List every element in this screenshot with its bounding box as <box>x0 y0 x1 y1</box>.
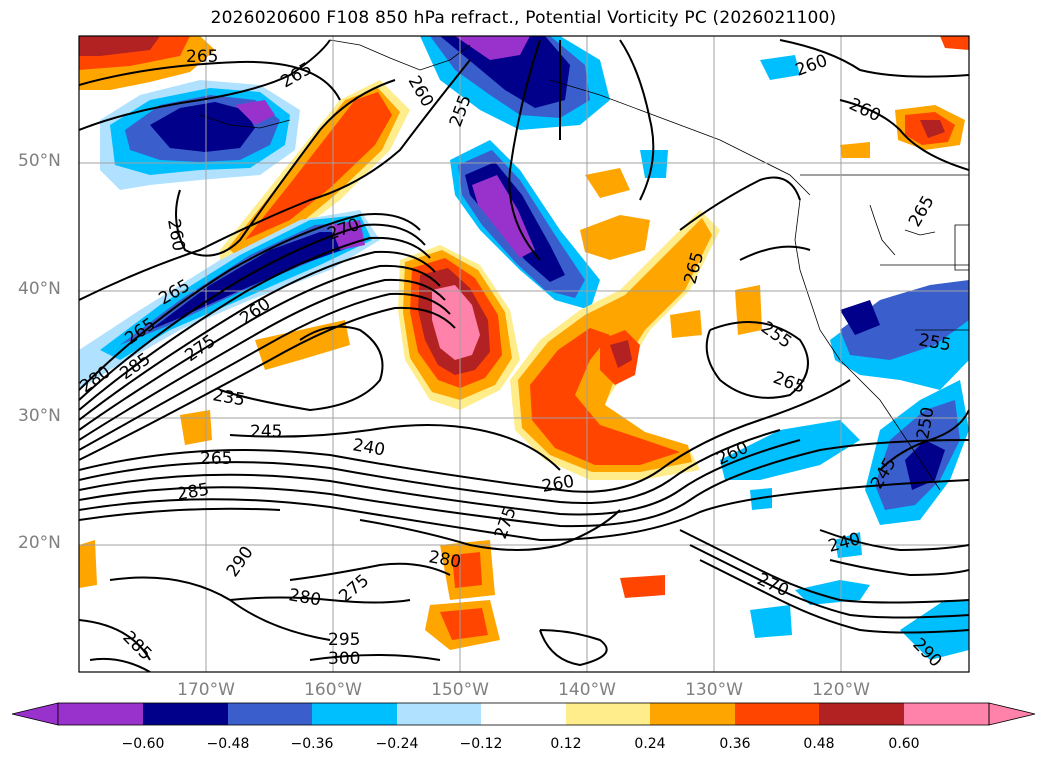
colorbar-tick-label: 0.36 <box>719 736 751 752</box>
map-title: 2026020600 F108 850 hPa refract., Potent… <box>210 8 837 28</box>
lon-label: 120°W <box>812 680 870 700</box>
colorbar-tick-label: 0.60 <box>888 736 920 752</box>
map-plot-area: 265 265 260 255 260 260 260 265 260 265 … <box>79 36 969 672</box>
colorbar-segment <box>566 703 650 725</box>
contour-label: 295 <box>328 630 360 650</box>
contour-label: 265 <box>186 47 218 67</box>
colorbar-tick-label: 0.24 <box>634 736 666 752</box>
lon-label: 130°W <box>685 680 743 700</box>
colorbar-segment <box>650 703 735 725</box>
colorbar-tick-label: 0.48 <box>803 736 835 752</box>
colorbar-segment <box>397 703 481 725</box>
contour-label: 300 <box>328 649 360 669</box>
lon-label: 150°W <box>431 680 489 700</box>
colorbar-tick-label: −0.24 <box>375 736 419 752</box>
colorbar-segment <box>143 703 228 725</box>
colorbar-segment <box>228 703 312 725</box>
lat-label: 40°N <box>18 279 61 299</box>
lat-label: 20°N <box>18 533 61 553</box>
colorbar-segment <box>312 703 397 725</box>
colorbar-segment <box>58 703 143 725</box>
colorbar-tick-label: −0.60 <box>121 736 165 752</box>
refractivity-contours <box>79 39 969 672</box>
colorbar-segment <box>481 703 566 725</box>
colorbar-tick-label: 0.12 <box>550 736 582 752</box>
colorbar-segment <box>904 703 989 725</box>
colorbar-extend-low <box>11 702 59 726</box>
lon-label: 160°W <box>304 680 362 700</box>
colorbar-extend-high <box>988 702 1036 726</box>
colorbar-frame <box>57 702 990 726</box>
lat-label: 30°N <box>18 406 61 426</box>
colorbar-segment <box>735 703 819 725</box>
colorbar-segment <box>819 703 904 725</box>
colorbar-tick-label: −0.48 <box>206 736 250 752</box>
plot-frame <box>78 35 970 673</box>
lon-label: 140°W <box>558 680 616 700</box>
colorbar-tick-label: −0.12 <box>459 736 503 752</box>
contour-label: 265 <box>200 449 232 469</box>
lat-label: 50°N <box>18 151 61 171</box>
colorbar <box>11 702 1036 726</box>
colorbar-tick-label: −0.36 <box>290 736 334 752</box>
lon-label: 170°W <box>177 680 235 700</box>
coastlines <box>199 39 969 491</box>
contour-label: 245 <box>250 422 282 442</box>
